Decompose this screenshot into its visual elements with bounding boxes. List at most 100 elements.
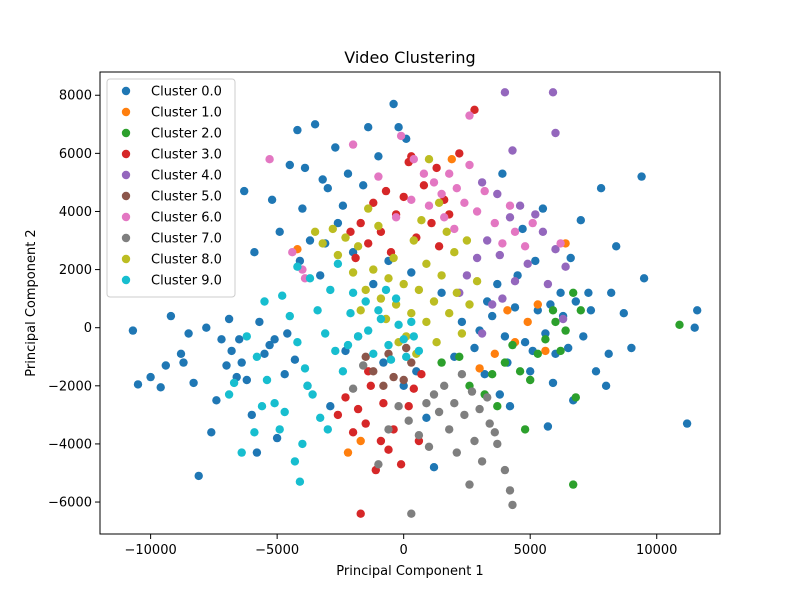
data-point xyxy=(409,155,418,164)
data-point xyxy=(212,396,221,405)
data-point xyxy=(556,239,565,248)
legend-entry: Cluster 1.0 xyxy=(151,106,222,121)
data-point xyxy=(498,294,507,303)
data-point xyxy=(280,407,289,417)
y-tick-label: 0 xyxy=(84,321,92,336)
data-point xyxy=(331,346,340,356)
data-point xyxy=(586,306,596,315)
data-point xyxy=(442,227,451,236)
data-point xyxy=(470,436,479,446)
data-point xyxy=(543,422,553,431)
data-point xyxy=(348,140,358,149)
data-point xyxy=(457,317,467,327)
data-point xyxy=(369,265,378,274)
data-point xyxy=(280,370,289,379)
data-point xyxy=(298,204,307,213)
data-point xyxy=(409,384,418,393)
data-point xyxy=(510,227,520,236)
data-point xyxy=(447,155,456,164)
data-point xyxy=(399,381,408,390)
data-point xyxy=(422,399,431,408)
data-point xyxy=(520,338,530,347)
data-point xyxy=(505,402,515,411)
data-point xyxy=(369,198,378,207)
data-point xyxy=(576,216,585,225)
data-point xyxy=(465,111,474,120)
legend-entry: Cluster 3.0 xyxy=(151,148,222,163)
data-point xyxy=(293,338,302,347)
data-point xyxy=(257,402,267,411)
data-point xyxy=(508,340,517,350)
data-point xyxy=(374,306,383,315)
data-point xyxy=(465,160,474,170)
data-point xyxy=(515,367,525,376)
data-point xyxy=(407,509,416,518)
data-point xyxy=(278,291,287,300)
data-point xyxy=(376,314,386,324)
data-point xyxy=(341,393,350,402)
data-point xyxy=(333,250,343,260)
data-point xyxy=(318,239,327,248)
data-point xyxy=(422,413,431,422)
data-point xyxy=(523,317,532,327)
data-point xyxy=(457,329,467,338)
data-point xyxy=(434,407,444,417)
data-point xyxy=(457,370,467,379)
legend-entry: Cluster 7.0 xyxy=(151,232,222,247)
data-point xyxy=(364,123,373,132)
data-point xyxy=(348,268,358,277)
data-point xyxy=(364,239,373,248)
data-point xyxy=(571,297,580,306)
data-point xyxy=(465,300,474,309)
data-point xyxy=(627,343,636,353)
data-point xyxy=(515,201,525,210)
data-point xyxy=(156,383,165,392)
data-point xyxy=(490,218,499,228)
data-point xyxy=(384,445,393,454)
data-point xyxy=(227,346,236,356)
data-point xyxy=(538,227,548,236)
data-point xyxy=(452,288,461,297)
data-point xyxy=(495,250,504,260)
data-point xyxy=(374,152,383,161)
data-point xyxy=(326,402,335,411)
legend-entry: Cluster 2.0 xyxy=(151,127,222,142)
data-point xyxy=(452,448,461,457)
data-point xyxy=(379,399,388,408)
data-point xyxy=(333,410,343,420)
data-point xyxy=(417,370,426,379)
data-point xyxy=(434,198,444,207)
x-axis-label: Principal Component 1 xyxy=(336,564,483,579)
data-point xyxy=(437,288,446,297)
data-point xyxy=(338,201,348,210)
data-point xyxy=(429,463,439,472)
data-point xyxy=(386,355,396,364)
data-point xyxy=(303,381,312,390)
data-point xyxy=(424,442,434,451)
data-point xyxy=(493,402,502,411)
data-point xyxy=(399,375,408,385)
data-point xyxy=(584,288,593,297)
data-point xyxy=(356,509,365,518)
data-point xyxy=(359,361,368,370)
data-point xyxy=(591,367,601,376)
data-point xyxy=(275,425,284,434)
data-point xyxy=(288,248,297,257)
data-point xyxy=(379,358,388,367)
data-point xyxy=(526,375,535,385)
data-point xyxy=(255,317,264,327)
data-point xyxy=(384,274,393,283)
y-tick-label: −6000 xyxy=(48,496,92,511)
data-point xyxy=(237,358,246,367)
data-point xyxy=(374,460,383,469)
legend-entry: Cluster 9.0 xyxy=(151,274,222,289)
data-point xyxy=(376,436,386,446)
data-point xyxy=(637,172,646,181)
data-point xyxy=(518,224,527,234)
data-point xyxy=(356,306,365,315)
data-point xyxy=(455,149,464,158)
data-point xyxy=(488,300,497,309)
data-point xyxy=(500,465,510,475)
data-point xyxy=(310,227,320,236)
data-point xyxy=(348,288,358,297)
